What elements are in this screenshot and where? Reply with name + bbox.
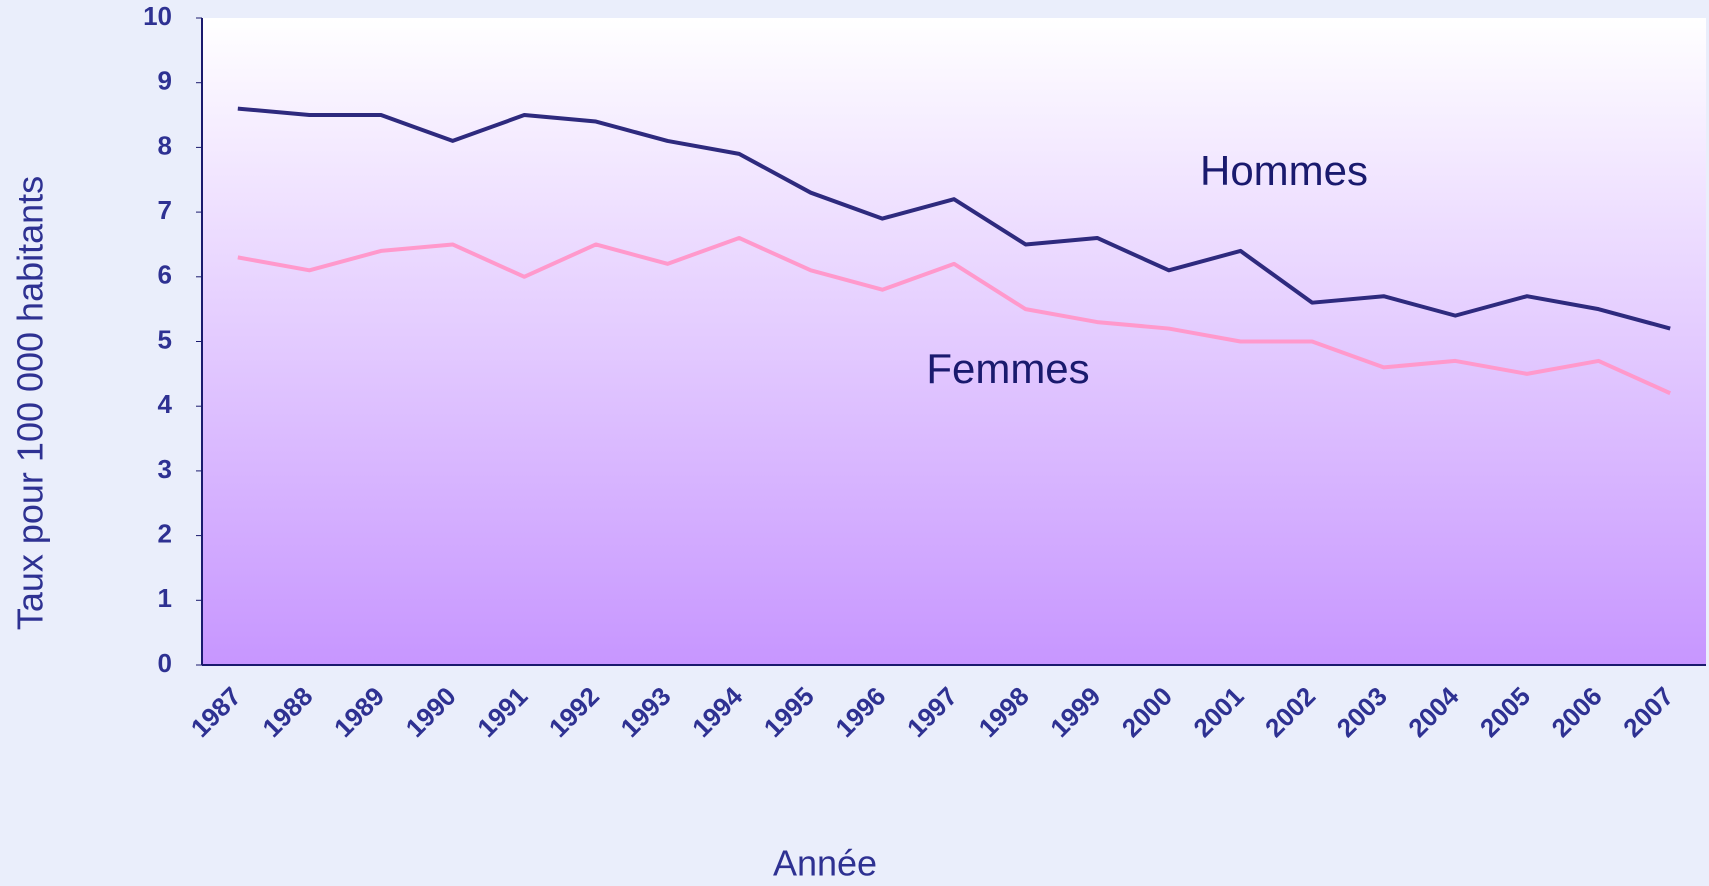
line: [237, 106, 1671, 331]
x-tick-label: 2000: [1116, 681, 1178, 743]
plot-area: [202, 18, 1706, 665]
x-tick-label: 1993: [615, 681, 677, 743]
x-tick-label: 1998: [973, 681, 1035, 743]
x-axis-title: Année: [773, 843, 877, 884]
y-tick-label: 10: [143, 1, 172, 31]
y-tick-label: 1: [158, 583, 172, 613]
y-tick-label: 6: [158, 260, 172, 290]
x-tick-label: 2005: [1474, 681, 1536, 743]
x-tick-label: 1988: [256, 681, 318, 743]
x-tick-label: 2002: [1259, 681, 1321, 743]
x-tick-label: 2003: [1331, 681, 1393, 743]
y-tick-label: 0: [158, 648, 172, 678]
x-tick-label: 2001: [1187, 681, 1249, 743]
x-tick-label: 1991: [471, 681, 533, 743]
x-tick-label: 1987: [185, 681, 247, 743]
y-tick-label: 3: [158, 454, 172, 484]
y-tick-label: 2: [158, 518, 172, 548]
x-tick-label: 1995: [758, 681, 820, 743]
y-tick-label: 8: [158, 130, 172, 160]
x-tick-label: 2004: [1402, 681, 1464, 743]
y-axis-title: Taux pour 100 000 habitants: [10, 176, 51, 630]
x-tick-label: 1999: [1044, 681, 1106, 743]
x-tick-label: 1994: [686, 681, 748, 743]
x-tick-label: 1996: [829, 681, 891, 743]
x-tick-label: 2006: [1546, 681, 1608, 743]
x-tick-label: 1992: [543, 681, 605, 743]
series-label: Femmes: [926, 345, 1089, 392]
y-tick-label: 4: [158, 389, 173, 419]
x-tick-label: 1989: [328, 681, 390, 743]
y-tick-label: 7: [158, 195, 172, 225]
x-tick-label: 1997: [901, 681, 963, 743]
y-tick-label: 5: [158, 324, 172, 354]
x-tick-label: 1990: [400, 681, 462, 743]
y-tick-label: 9: [158, 66, 172, 96]
series-label: Hommes: [1200, 147, 1368, 194]
x-tick-label: 2007: [1617, 681, 1679, 743]
line: [237, 235, 1672, 396]
